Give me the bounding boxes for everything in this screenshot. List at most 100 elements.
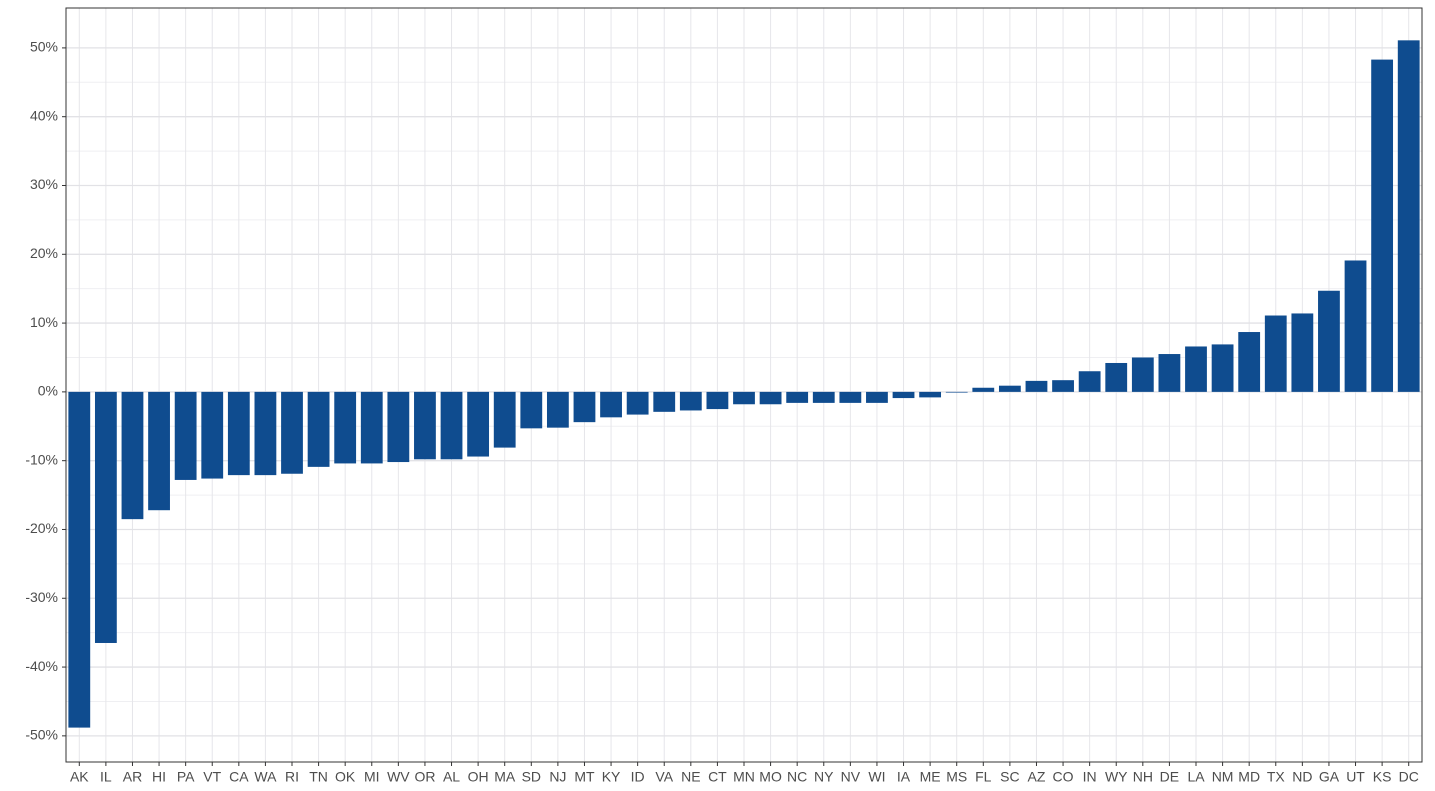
bar <box>1131 357 1154 392</box>
plot-border <box>65 7 1423 763</box>
x-tick-label: AR <box>123 769 142 785</box>
x-tick-label: ID <box>631 769 645 785</box>
y-tick-label: -10% <box>25 451 58 467</box>
bar <box>68 391 91 728</box>
bar <box>1211 344 1234 392</box>
x-tick-label: VA <box>655 769 673 785</box>
x-tick-label: MS <box>946 769 967 785</box>
x-tick-label: DC <box>1399 769 1419 785</box>
x-tick-label: ME <box>920 769 941 785</box>
bar <box>1344 260 1367 392</box>
y-tick-label: 30% <box>30 176 58 192</box>
bar <box>281 391 303 474</box>
x-tick-label: NE <box>681 769 700 785</box>
x-tick-label: LA <box>1187 769 1205 785</box>
x-tick-label: NV <box>841 769 861 785</box>
x-tick-label: DE <box>1160 769 1179 785</box>
bar <box>892 391 915 399</box>
x-tick-label: OK <box>335 769 356 785</box>
x-tick-label: WI <box>868 769 885 785</box>
bar <box>759 391 782 405</box>
y-tick-label: -50% <box>25 727 58 743</box>
x-tick-label: MT <box>574 769 595 785</box>
x-tick-label: KS <box>1373 769 1392 785</box>
x-tick-label: NH <box>1133 769 1153 785</box>
bar <box>254 391 277 476</box>
x-tick-label: TX <box>1267 769 1286 785</box>
bar <box>1052 380 1074 392</box>
y-tick-label: 10% <box>30 314 58 330</box>
x-tick-label: IN <box>1083 769 1097 785</box>
bar <box>972 387 995 392</box>
x-tick-label: AK <box>70 769 89 785</box>
x-tick-label: OR <box>414 769 435 785</box>
bar <box>334 391 357 464</box>
x-tick-label: SD <box>522 769 541 785</box>
bar <box>945 391 968 393</box>
bar <box>812 391 835 403</box>
bar <box>1158 354 1181 392</box>
x-tick-label: NM <box>1212 769 1234 785</box>
x-tick-label: MN <box>733 769 755 785</box>
x-tick-label: WY <box>1105 769 1128 785</box>
x-tick-label: CO <box>1053 769 1074 785</box>
bar <box>866 391 888 403</box>
y-tick-label: -30% <box>25 589 58 605</box>
bar <box>414 391 436 460</box>
bar <box>1291 313 1314 392</box>
x-tick-label: PA <box>177 769 195 785</box>
y-tick-label: 0% <box>38 383 58 399</box>
x-tick-label: OH <box>468 769 489 785</box>
bar <box>786 391 809 403</box>
bar <box>387 391 410 463</box>
bar <box>653 391 676 412</box>
bar <box>839 391 862 403</box>
bar <box>706 391 729 410</box>
x-tick-label: IL <box>100 769 112 785</box>
x-tick-label: SC <box>1000 769 1019 785</box>
x-tick-label: NY <box>814 769 834 785</box>
x-tick-label: NJ <box>549 769 566 785</box>
bar <box>1238 332 1261 392</box>
x-tick-label: RI <box>285 769 299 785</box>
x-tick-label: AZ <box>1028 769 1046 785</box>
bar <box>493 391 516 448</box>
x-tick-label: TN <box>309 769 328 785</box>
bar <box>733 391 755 405</box>
x-tick-label: VT <box>203 769 221 785</box>
x-tick-label: KY <box>602 769 621 785</box>
bar <box>227 391 250 476</box>
bar <box>307 391 330 467</box>
bar <box>1078 371 1101 392</box>
bar <box>148 391 170 511</box>
bar <box>573 391 596 423</box>
x-tick-label: MD <box>1238 769 1260 785</box>
x-tick-label: GA <box>1319 769 1340 785</box>
bar <box>174 391 197 480</box>
bar <box>94 391 117 643</box>
bar <box>520 391 543 429</box>
bar <box>1025 380 1048 392</box>
x-tick-label: MO <box>759 769 782 785</box>
x-tick-label: AL <box>443 769 460 785</box>
x-tick-label: CT <box>708 769 727 785</box>
x-tick-label: FL <box>975 769 992 785</box>
bar <box>1318 290 1340 392</box>
x-tick-label: WV <box>387 769 410 785</box>
x-tick-label: HI <box>152 769 166 785</box>
x-tick-label: WA <box>254 769 277 785</box>
bar <box>1397 40 1420 392</box>
y-tick-label: 50% <box>30 39 58 55</box>
x-tick-label: IA <box>897 769 911 785</box>
x-tick-label: NC <box>787 769 807 785</box>
bar <box>201 391 224 479</box>
x-tick-label: CA <box>229 769 249 785</box>
bar <box>1264 315 1287 392</box>
bar <box>600 391 622 418</box>
x-tick-label: MA <box>494 769 516 785</box>
y-tick-label: -20% <box>25 520 58 536</box>
bar <box>1371 59 1394 392</box>
bar <box>546 391 569 428</box>
x-tick-label: UT <box>1346 769 1365 785</box>
